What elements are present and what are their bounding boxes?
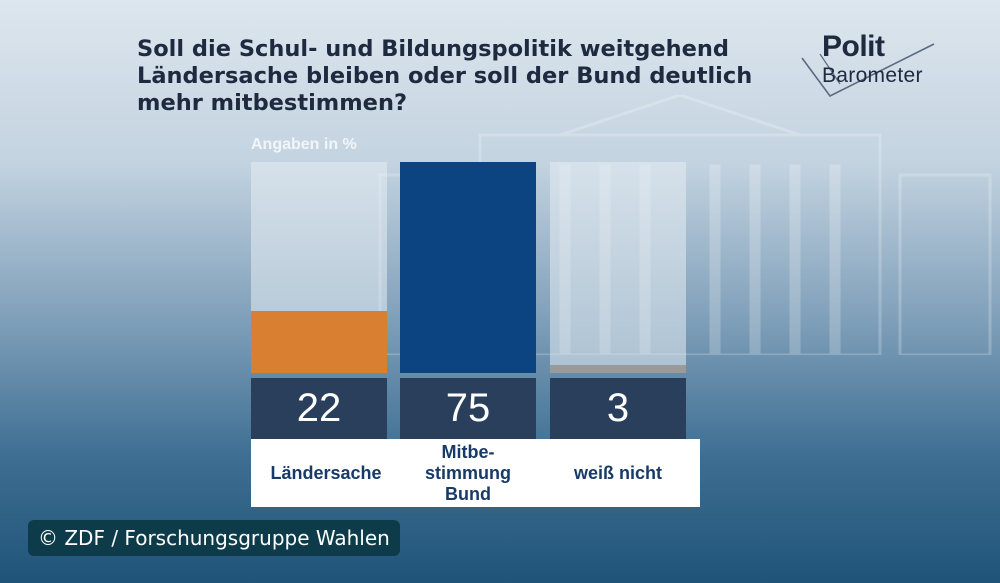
value-label: 75 — [400, 378, 536, 439]
value-label: 3 — [550, 378, 686, 439]
unit-label: Angaben in % — [251, 136, 357, 153]
category-label: weiß nicht — [536, 439, 700, 507]
checkmark-icon — [801, 43, 935, 98]
bar-2 — [400, 162, 536, 373]
category-label: Mitbe- stimmung Bund — [386, 439, 550, 507]
copyright-credit: © ZDF / Forschungsgruppe Wahlen — [28, 520, 400, 556]
logo-text-barometer: Barometer — [822, 64, 923, 87]
bar-3 — [550, 364, 686, 373]
logo-text-polit: Polit — [822, 30, 885, 63]
category-label: Ländersache — [251, 439, 401, 507]
bar-track — [550, 162, 686, 373]
politbarometer-logo: Polit Barometer — [800, 30, 940, 100]
value-label: 22 — [251, 378, 387, 439]
chart-title: Soll die Schul- und Bildungspolitik weit… — [137, 36, 753, 116]
bar-1 — [251, 311, 387, 373]
